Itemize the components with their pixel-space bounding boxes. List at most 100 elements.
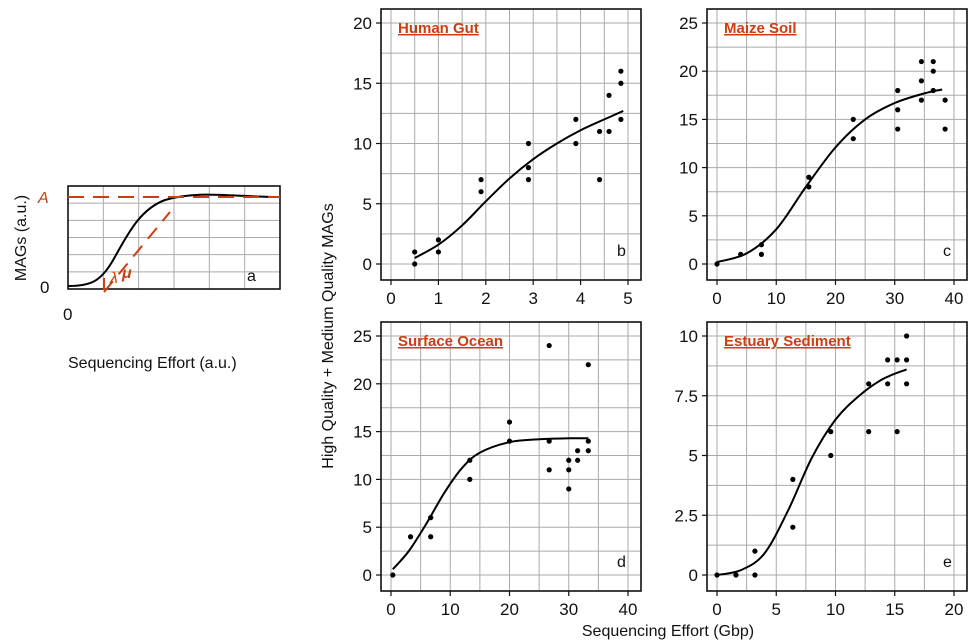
- x-tick-label: 10: [826, 600, 845, 619]
- data-point-human-gut: [435, 237, 441, 243]
- data-point-maize-soil: [758, 251, 765, 257]
- data-point-surface-ocean: [566, 467, 572, 473]
- y-tick-label: 2.5: [674, 506, 698, 525]
- data-point-maize-soil: [942, 97, 948, 103]
- x-tick-label: 0: [386, 289, 395, 308]
- data-point-surface-ocean: [390, 572, 396, 578]
- data-point-surface-ocean: [546, 467, 552, 473]
- data-point-human-gut: [618, 80, 624, 86]
- y-tick-label: 7.5: [674, 387, 698, 406]
- x-tick-label: 0: [712, 600, 721, 619]
- x-tick-label: 40: [945, 289, 964, 308]
- y-tick-label: 10: [679, 159, 698, 178]
- panel-title-estuary-sediment: Estuary Sediment: [724, 333, 851, 350]
- data-point-maize-soil: [850, 136, 856, 142]
- x-tick-label: 30: [559, 600, 578, 619]
- data-point-human-gut: [573, 116, 579, 122]
- data-point-human-gut: [573, 140, 579, 147]
- data-point-human-gut: [525, 177, 532, 183]
- data-point-estuary-sediment: [828, 452, 834, 459]
- data-point-maize-soil: [930, 87, 936, 94]
- data-point-surface-ocean: [546, 438, 552, 444]
- x-tick-label: 40: [619, 600, 638, 619]
- x-tick-label: 2: [481, 289, 490, 308]
- y-tick-label: 0: [689, 255, 698, 274]
- y-tick-label: 10: [353, 135, 372, 154]
- x-tick-label: 20: [826, 289, 845, 308]
- panel-letter-a: a: [247, 268, 256, 285]
- fit-curve-maize-soil: [716, 88, 943, 264]
- y-tick-label: 5: [689, 207, 698, 226]
- data-point-surface-ocean: [566, 457, 572, 463]
- y-tick-label: 25: [679, 14, 698, 33]
- data-point-surface-ocean: [506, 438, 513, 444]
- data-point-maize-soil: [714, 261, 720, 267]
- panel-maize-soil: 0 10 20 30 40 0 5 10 15 20 25 Maize Soil c: [679, 8, 968, 308]
- label-A: A: [37, 190, 49, 207]
- data-point-human-gut: [618, 116, 624, 122]
- data-point-human-gut: [412, 261, 418, 267]
- panel-title-maize-soil: Maize Soil: [724, 20, 797, 37]
- schematic-x-tick-0: 0: [63, 305, 72, 324]
- data-point-estuary-sediment: [904, 333, 910, 339]
- data-point-surface-ocean: [585, 362, 591, 368]
- x-tick-label: 20: [945, 600, 964, 619]
- data-point-maize-soil: [930, 68, 936, 74]
- panel-letter-c: c: [943, 243, 951, 260]
- fit-curve-estuary-sediment: [716, 368, 907, 576]
- data-point-human-gut: [525, 140, 532, 147]
- data-point-maize-soil: [895, 126, 901, 132]
- data-point-maize-soil: [942, 126, 948, 132]
- y-tick-label: 10: [679, 327, 698, 346]
- data-point-estuary-sediment: [885, 381, 891, 387]
- data-point-human-gut: [525, 165, 532, 171]
- panel-letter-e: e: [943, 554, 952, 571]
- y-tick-label: 15: [353, 74, 372, 93]
- x-tick-label: 15: [885, 600, 904, 619]
- panel-letter-b: b: [617, 243, 626, 260]
- data-point-estuary-sediment: [866, 429, 872, 435]
- data-point-maize-soil: [930, 58, 936, 65]
- data-point-maize-soil: [806, 174, 812, 180]
- y-tick-label: 25: [353, 327, 372, 346]
- y-tick-label: 5: [363, 195, 372, 214]
- x-tick-label: 5: [772, 600, 781, 619]
- x-tick-label: 4: [576, 289, 585, 308]
- panel-human-gut: 0 1 2 3 4 5 0 5 10 15 20 Human Gut b: [353, 8, 642, 308]
- x-tick-label: 10: [767, 289, 786, 308]
- schematic-panel-a: A μ λ a 0 0 Sequencing Effort (a.u.) MAG…: [13, 185, 281, 372]
- data-point-surface-ocean: [566, 486, 572, 492]
- panel-letter-d: d: [617, 554, 626, 571]
- data-point-maize-soil: [918, 97, 925, 103]
- shared-x-label: Sequencing Effort (Gbp): [582, 623, 754, 640]
- data-point-surface-ocean: [428, 515, 434, 521]
- data-point-surface-ocean: [428, 534, 434, 540]
- panel-surface-ocean: 0 10 20 30 40 0 5 10 15 20 25 Surface Ocean d: [353, 321, 642, 619]
- plot-frame: [706, 321, 968, 592]
- data-point-estuary-sediment: [866, 381, 872, 387]
- plot-frame: [380, 321, 642, 592]
- y-tick-label: 15: [353, 423, 372, 442]
- data-point-human-gut: [606, 128, 612, 135]
- x-tick-label: 20: [500, 600, 519, 619]
- x-tick-label: 1: [434, 289, 443, 308]
- data-point-surface-ocean: [467, 476, 473, 482]
- data-point-maize-soil: [850, 116, 856, 122]
- data-point-surface-ocean: [585, 448, 591, 454]
- max-slope-tangent-line: [103, 211, 171, 293]
- label-lambda: λ: [109, 270, 118, 287]
- data-point-human-gut: [435, 249, 441, 255]
- data-point-estuary-sediment: [790, 476, 796, 482]
- panel-title-surface-ocean: Surface Ocean: [398, 333, 503, 350]
- data-point-estuary-sediment: [904, 381, 910, 387]
- data-point-estuary-sediment: [790, 524, 796, 530]
- x-tick-label: 0: [712, 289, 721, 308]
- shared-y-label: High Quality + Medium Quality MAGs: [320, 203, 337, 468]
- data-point-surface-ocean: [575, 457, 581, 463]
- data-point-surface-ocean: [575, 448, 581, 454]
- data-point-estuary-sediment: [894, 429, 900, 435]
- data-point-maize-soil: [758, 242, 765, 248]
- x-tick-label: 3: [528, 289, 537, 308]
- y-tick-label: 20: [679, 62, 698, 81]
